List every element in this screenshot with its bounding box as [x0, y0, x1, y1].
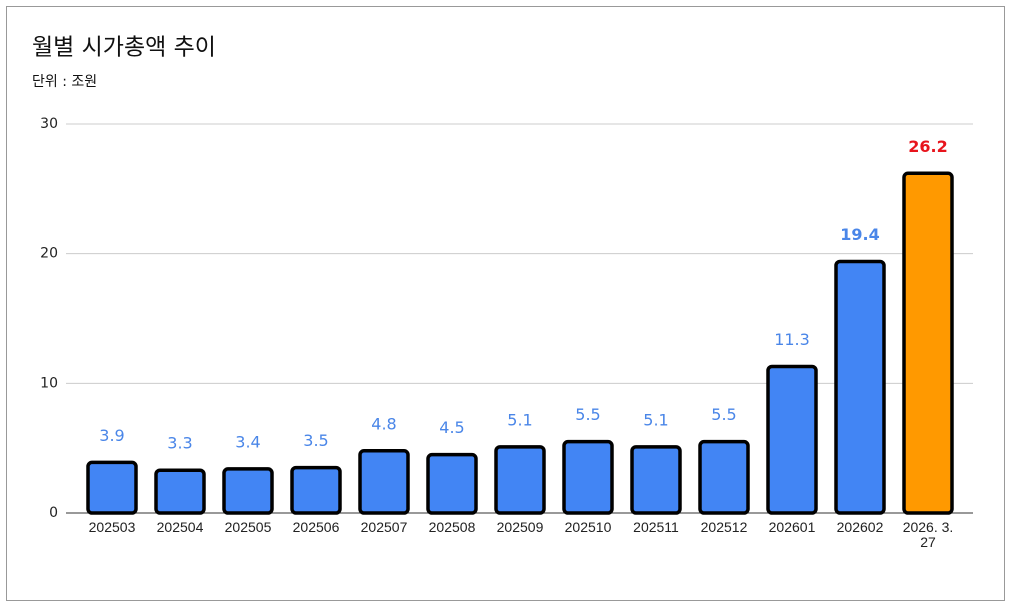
- y-tick-label: 10: [40, 375, 58, 391]
- chart-title: 월별 시가총액 추이: [32, 35, 216, 61]
- bar: [222, 467, 274, 515]
- value-label: 26.2: [908, 137, 947, 156]
- x-tick-label: 202510: [564, 519, 612, 535]
- value-label: 11.3: [774, 330, 810, 349]
- bar: [358, 449, 410, 515]
- y-tick-label: 0: [49, 505, 58, 521]
- value-label: 3.3: [167, 434, 192, 453]
- bar: [698, 439, 750, 515]
- value-label: 19.4: [840, 225, 879, 244]
- x-tick-label: 202506: [292, 519, 340, 535]
- x-tick-label: 202512: [700, 519, 748, 535]
- bar: [834, 259, 886, 515]
- bar: [562, 439, 614, 515]
- bar: [154, 468, 206, 515]
- bar: [630, 445, 682, 515]
- y-tick-label: 30: [40, 116, 58, 132]
- x-tick-label: 202505: [224, 519, 272, 535]
- bar: [86, 460, 138, 515]
- value-label: 5.5: [711, 405, 736, 424]
- x-tick-label: 202601: [768, 519, 816, 535]
- x-tick-label: 202507: [360, 519, 408, 535]
- bar: [766, 364, 818, 515]
- value-label: 3.4: [235, 432, 260, 451]
- x-tick-label: 202508: [428, 519, 476, 535]
- x-tick-label: 202602: [836, 519, 884, 535]
- value-label: 5.1: [643, 410, 668, 429]
- x-tick-label: 202503: [88, 519, 136, 535]
- x-tick-label: 202509: [496, 519, 544, 535]
- value-label: 5.1: [507, 410, 532, 429]
- y-tick-label: 20: [40, 246, 58, 262]
- value-label: 4.8: [371, 414, 396, 433]
- bar: [426, 452, 478, 515]
- bar: [494, 445, 546, 515]
- value-label: 5.5: [575, 405, 600, 424]
- value-label: 4.5: [439, 418, 464, 437]
- bar: [290, 465, 342, 515]
- value-label: 3.9: [99, 426, 124, 445]
- bar: [902, 171, 954, 515]
- x-tick-label: 202511: [633, 519, 679, 535]
- value-label: 3.5: [303, 431, 328, 450]
- x-tick-label: 2026. 3. 27: [902, 519, 954, 550]
- x-tick-label: 202504: [156, 519, 204, 535]
- chart-subtitle: 단위 : 조원: [32, 74, 97, 90]
